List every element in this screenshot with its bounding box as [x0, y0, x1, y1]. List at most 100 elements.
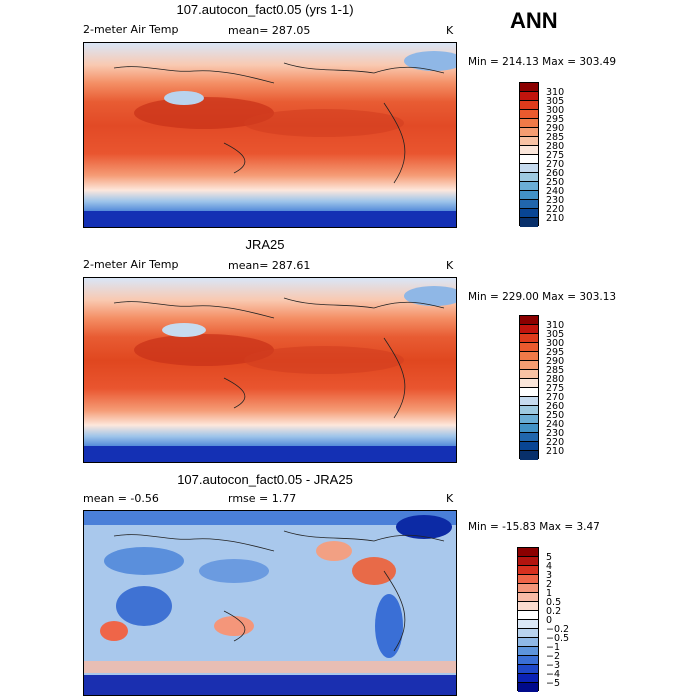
panel3-title: 107.autocon_fact0.05 - JRA25: [177, 472, 353, 487]
colorbar-swatch: [518, 647, 538, 656]
colorbar-swatch: [520, 92, 538, 101]
colorbar-swatch: [520, 200, 538, 209]
panel3-minmax: Min = -15.83 Max = 3.47: [468, 521, 600, 533]
colorbar-swatch: [520, 316, 538, 325]
colorbar-swatch: [518, 683, 538, 692]
colorbar-swatch: [520, 388, 538, 397]
colorbar-tick-label: 210: [546, 213, 565, 224]
colorbar-swatch: [520, 110, 538, 119]
colorbar-tick-label: 300: [546, 105, 565, 116]
colorbar-tick-label: 295: [546, 347, 565, 358]
panel3-units: K: [446, 492, 454, 505]
panel3-map: [83, 510, 457, 696]
colorbar-swatch: [520, 128, 538, 137]
colorbar-swatch: [520, 424, 538, 433]
colorbar-tick-label: 240: [546, 419, 565, 430]
colorbar-swatch: [520, 119, 538, 128]
colorbar-tick-label: −4: [546, 669, 561, 680]
colorbar-swatch: [520, 334, 538, 343]
colorbar-tick-label: 210: [546, 446, 565, 457]
colorbar-tick-label: 285: [546, 365, 565, 376]
colorbar-swatch: [518, 548, 538, 557]
colorbar-swatch: [520, 101, 538, 110]
panel1-field-label: 2-meter Air Temp: [83, 23, 179, 36]
colorbar-tick-label: 280: [546, 374, 565, 385]
panel2-title: JRA25: [245, 237, 285, 252]
colorbar-tick-label: −3: [546, 660, 561, 671]
colorbar-tick-label: −0.2: [546, 624, 570, 635]
panel3-mean: mean = -0.56: [83, 492, 159, 505]
colorbar-swatch: [518, 611, 538, 620]
colorbar-swatch: [518, 674, 538, 683]
colorbar-tick-label: 275: [546, 383, 565, 394]
panel3-map-svg: [84, 511, 456, 695]
panel2-mean: mean= 287.61: [228, 259, 311, 272]
colorbar-tick-label: 0.5: [546, 597, 562, 608]
colorbar-tick-label: 0.2: [546, 606, 562, 617]
colorbar-swatch: [520, 433, 538, 442]
colorbar-swatch: [520, 343, 538, 352]
colorbar-swatch: [518, 602, 538, 611]
colorbar-swatch: [518, 566, 538, 575]
panel1-units: K: [446, 24, 454, 37]
colorbar-tick-label: 270: [546, 392, 565, 403]
colorbar-tick-label: 300: [546, 338, 565, 349]
colorbar-tick-label: 290: [546, 356, 565, 367]
season-label: ANN: [510, 8, 558, 33]
panel1-title: 107.autocon_fact0.05 (yrs 1-1): [176, 2, 354, 17]
colorbar-tick-label: 280: [546, 141, 565, 152]
colorbar-tick-label: 275: [546, 150, 565, 161]
colorbar-swatch: [520, 83, 538, 92]
colorbar-swatch: [520, 361, 538, 370]
colorbar-tick-label: 0: [546, 615, 553, 626]
panel2-map: [83, 277, 457, 463]
panel2-units: K: [446, 259, 454, 272]
colorbar-tick-label: −2: [546, 651, 561, 662]
colorbar-tick-label: 230: [546, 195, 565, 206]
panel3-rmse: rmse = 1.77: [228, 492, 297, 505]
colorbar-tick-label: 2: [546, 579, 553, 590]
colorbar-tick-label: 240: [546, 186, 565, 197]
colorbar-tick-label: −1: [546, 642, 561, 653]
colorbar-tick-label: 220: [546, 204, 565, 215]
panel2-map-svg: [84, 278, 456, 462]
colorbar-swatch: [518, 638, 538, 647]
colorbar-tick-label: 295: [546, 114, 565, 125]
panel1-mean: mean= 287.05: [228, 24, 311, 37]
colorbar-tick-label: 290: [546, 123, 565, 134]
colorbar-swatch: [520, 397, 538, 406]
panel1-colorbar: [519, 82, 539, 227]
colorbar-swatch: [518, 557, 538, 566]
colorbar-tick-label: 250: [546, 177, 565, 188]
colorbar-swatch: [520, 173, 538, 182]
colorbar-tick-label: 260: [546, 168, 565, 179]
colorbar-swatch: [520, 370, 538, 379]
colorbar-swatch: [520, 442, 538, 451]
colorbar-swatch: [520, 182, 538, 191]
panel3-colorbar: [517, 547, 539, 692]
colorbar-swatch: [520, 218, 538, 227]
colorbar-swatch: [520, 164, 538, 173]
colorbar-tick-label: 260: [546, 401, 565, 412]
panel1-map: [83, 42, 457, 228]
colorbar-swatch: [520, 406, 538, 415]
panel2-colorbar: [519, 315, 539, 460]
colorbar-swatch: [518, 620, 538, 629]
colorbar-swatch: [520, 191, 538, 200]
colorbar-tick-label: −0.5: [546, 633, 570, 644]
colorbar-swatch: [520, 325, 538, 334]
colorbar-tick-label: 270: [546, 159, 565, 170]
colorbar-swatch: [520, 155, 538, 164]
panel2-field-label: 2-meter Air Temp: [83, 258, 179, 271]
panel2-minmax: Min = 229.00 Max = 303.13: [468, 291, 617, 303]
colorbar-swatch: [520, 137, 538, 146]
colorbar-swatch: [518, 593, 538, 602]
colorbar-swatch: [518, 665, 538, 674]
colorbar-swatch: [518, 656, 538, 665]
colorbar-tick-label: 285: [546, 132, 565, 143]
colorbar-swatch: [520, 379, 538, 388]
panel1-map-svg: [84, 43, 456, 227]
colorbar-tick-label: 5: [546, 552, 553, 563]
colorbar-tick-label: 1: [546, 588, 553, 599]
panel1-minmax: Min = 214.13 Max = 303.49: [468, 56, 617, 68]
